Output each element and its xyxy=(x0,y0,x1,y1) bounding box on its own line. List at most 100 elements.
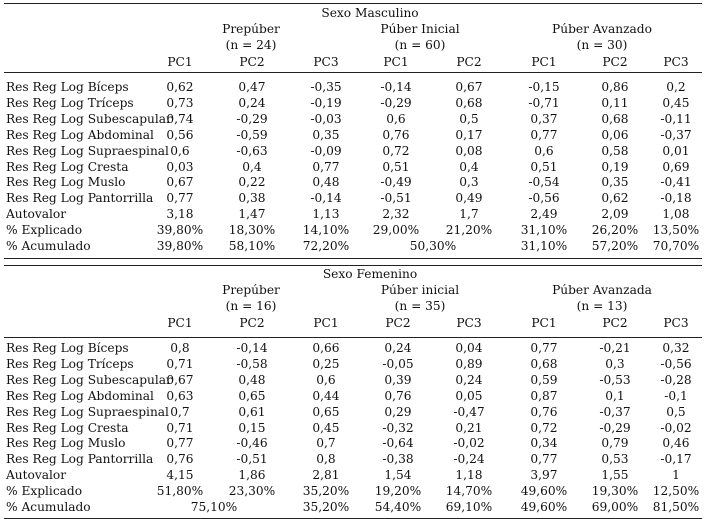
table-cell: 0,01 xyxy=(662,143,690,158)
table-cell: -0,71 xyxy=(528,95,560,110)
table-cell: 49,60% xyxy=(520,484,568,499)
table-cell: -0,15 xyxy=(528,80,560,94)
table-cell: 0,71 xyxy=(166,420,194,435)
table-cell: 0,53 xyxy=(601,452,629,467)
row-label: Autovalor xyxy=(6,207,67,222)
table-cell: 0,48 xyxy=(312,175,340,190)
row-label: Res Reg Log Subescapular xyxy=(6,111,172,126)
table-cell: -0,18 xyxy=(660,191,692,206)
table-cell: 69,10% xyxy=(445,500,493,514)
table-cell: 0,17 xyxy=(455,127,483,142)
table-cell: 0,67 xyxy=(455,80,483,94)
table-cell: 0,22 xyxy=(238,175,266,190)
table-cell: 72,20% xyxy=(302,239,350,253)
group-name: Prepúber xyxy=(222,283,280,297)
row-label: Res Reg Log Abdominal xyxy=(6,388,154,403)
table-top-rule xyxy=(4,265,702,266)
table-top-rule xyxy=(4,3,702,4)
table-cell: 0,71 xyxy=(166,356,194,371)
table-cell: 0,76 xyxy=(530,404,558,419)
table-cell: 1,54 xyxy=(384,468,412,483)
table-cell: 0,62 xyxy=(166,80,194,94)
column-header: PC2 xyxy=(239,55,265,69)
column-header: PC2 xyxy=(456,55,482,69)
table-cell: 0,06 xyxy=(601,127,629,142)
group-n: (n = 35) xyxy=(394,299,446,313)
table-cell: -0,19 xyxy=(310,95,342,110)
table-cell: 1 xyxy=(672,468,680,483)
table-cell: 49,60% xyxy=(520,500,568,514)
table-cell: 54,40% xyxy=(374,500,422,514)
table-cell: 0,68 xyxy=(455,95,483,110)
table-cell: 58,10% xyxy=(228,239,276,253)
table-cell: 3,97 xyxy=(530,468,558,483)
table-cell: 0,08 xyxy=(455,143,483,158)
table-cell: 0,11 xyxy=(601,95,629,110)
table-cell: 31,10% xyxy=(520,223,568,238)
group-name: Prepúber xyxy=(222,22,280,36)
table-cell: -0,28 xyxy=(660,372,692,387)
table-cell: 0,77 xyxy=(530,127,558,142)
table-cell: 0,51 xyxy=(382,159,410,174)
table-cell: 14,10% xyxy=(302,223,350,238)
table-cell: 0,74 xyxy=(166,111,194,126)
table-cell: -0,02 xyxy=(453,436,485,451)
row-label: Res Reg Log Cresta xyxy=(6,420,129,435)
table-cell: -0,51 xyxy=(380,191,412,206)
table-cell: 0,56 xyxy=(166,127,194,142)
row-label: Res Reg Log Tríceps xyxy=(6,95,134,110)
table-cell: 0,24 xyxy=(384,341,412,355)
table-cell: 0,5 xyxy=(666,404,686,419)
table-cell: 57,20% xyxy=(591,239,639,253)
table-cell: 0,63 xyxy=(166,388,194,403)
table-cell: 0,4 xyxy=(242,159,262,174)
table-cell: 19,20% xyxy=(374,484,422,499)
group-n: (n = 24) xyxy=(225,38,277,52)
table-cell: 0,86 xyxy=(601,80,629,94)
table-cell: 0,62 xyxy=(601,191,629,206)
table-cell: 0,68 xyxy=(601,111,629,126)
table-cell: 0,37 xyxy=(530,111,558,126)
table-cell: 0,58 xyxy=(601,143,629,158)
table-cell: -0,56 xyxy=(528,191,560,206)
table-cell: 0,35 xyxy=(312,127,340,142)
table-cell: 75,10% xyxy=(190,500,238,514)
table-cell: -0,14 xyxy=(380,80,412,94)
group-n: (n = 13) xyxy=(576,299,628,313)
column-header: PC1 xyxy=(313,316,339,330)
column-header: PC1 xyxy=(383,55,409,69)
table-cell: 0,51 xyxy=(530,159,558,174)
column-header: PC3 xyxy=(663,55,689,69)
table-cell: 0,65 xyxy=(238,388,266,403)
table-cell: 0,7 xyxy=(316,436,336,451)
table-cell: -0,59 xyxy=(236,127,268,142)
table-cell: -0,21 xyxy=(599,341,631,355)
table-cell: 70,70% xyxy=(652,239,700,253)
table-cell: 0,59 xyxy=(530,372,558,387)
table-cell: 2,81 xyxy=(312,468,340,483)
table-cell: 0,15 xyxy=(238,420,266,435)
table-cell: 0,24 xyxy=(455,372,483,387)
table-cell: 0,03 xyxy=(166,159,194,174)
table-cell: 0,47 xyxy=(238,80,266,94)
table-cell: 0,77 xyxy=(530,341,558,355)
table-cell: -0,24 xyxy=(453,452,485,467)
table-cell: 1,7 xyxy=(459,207,479,222)
table-cell: -0,02 xyxy=(660,420,692,435)
table-cell: 0,66 xyxy=(312,341,340,355)
table-cell: 0,79 xyxy=(601,436,629,451)
column-header: PC2 xyxy=(385,316,411,330)
row-label: Res Reg Log Pantorrilla xyxy=(6,452,154,467)
table-cell: 0,04 xyxy=(455,341,483,355)
table-cell: -0,03 xyxy=(310,111,342,126)
table-cell: 0,77 xyxy=(166,191,194,206)
table-cell: 50,30% xyxy=(409,239,457,253)
table-cell: 0,46 xyxy=(662,436,690,451)
table-cell: 69,00% xyxy=(591,500,639,514)
table-cell: 4,15 xyxy=(166,468,194,483)
column-header: PC3 xyxy=(663,316,689,330)
table-cell: 0,89 xyxy=(455,356,483,371)
table-cell: 0,7 xyxy=(170,404,190,419)
row-label: Res Reg Log Cresta xyxy=(6,159,129,174)
table-cell: 51,80% xyxy=(156,484,204,499)
